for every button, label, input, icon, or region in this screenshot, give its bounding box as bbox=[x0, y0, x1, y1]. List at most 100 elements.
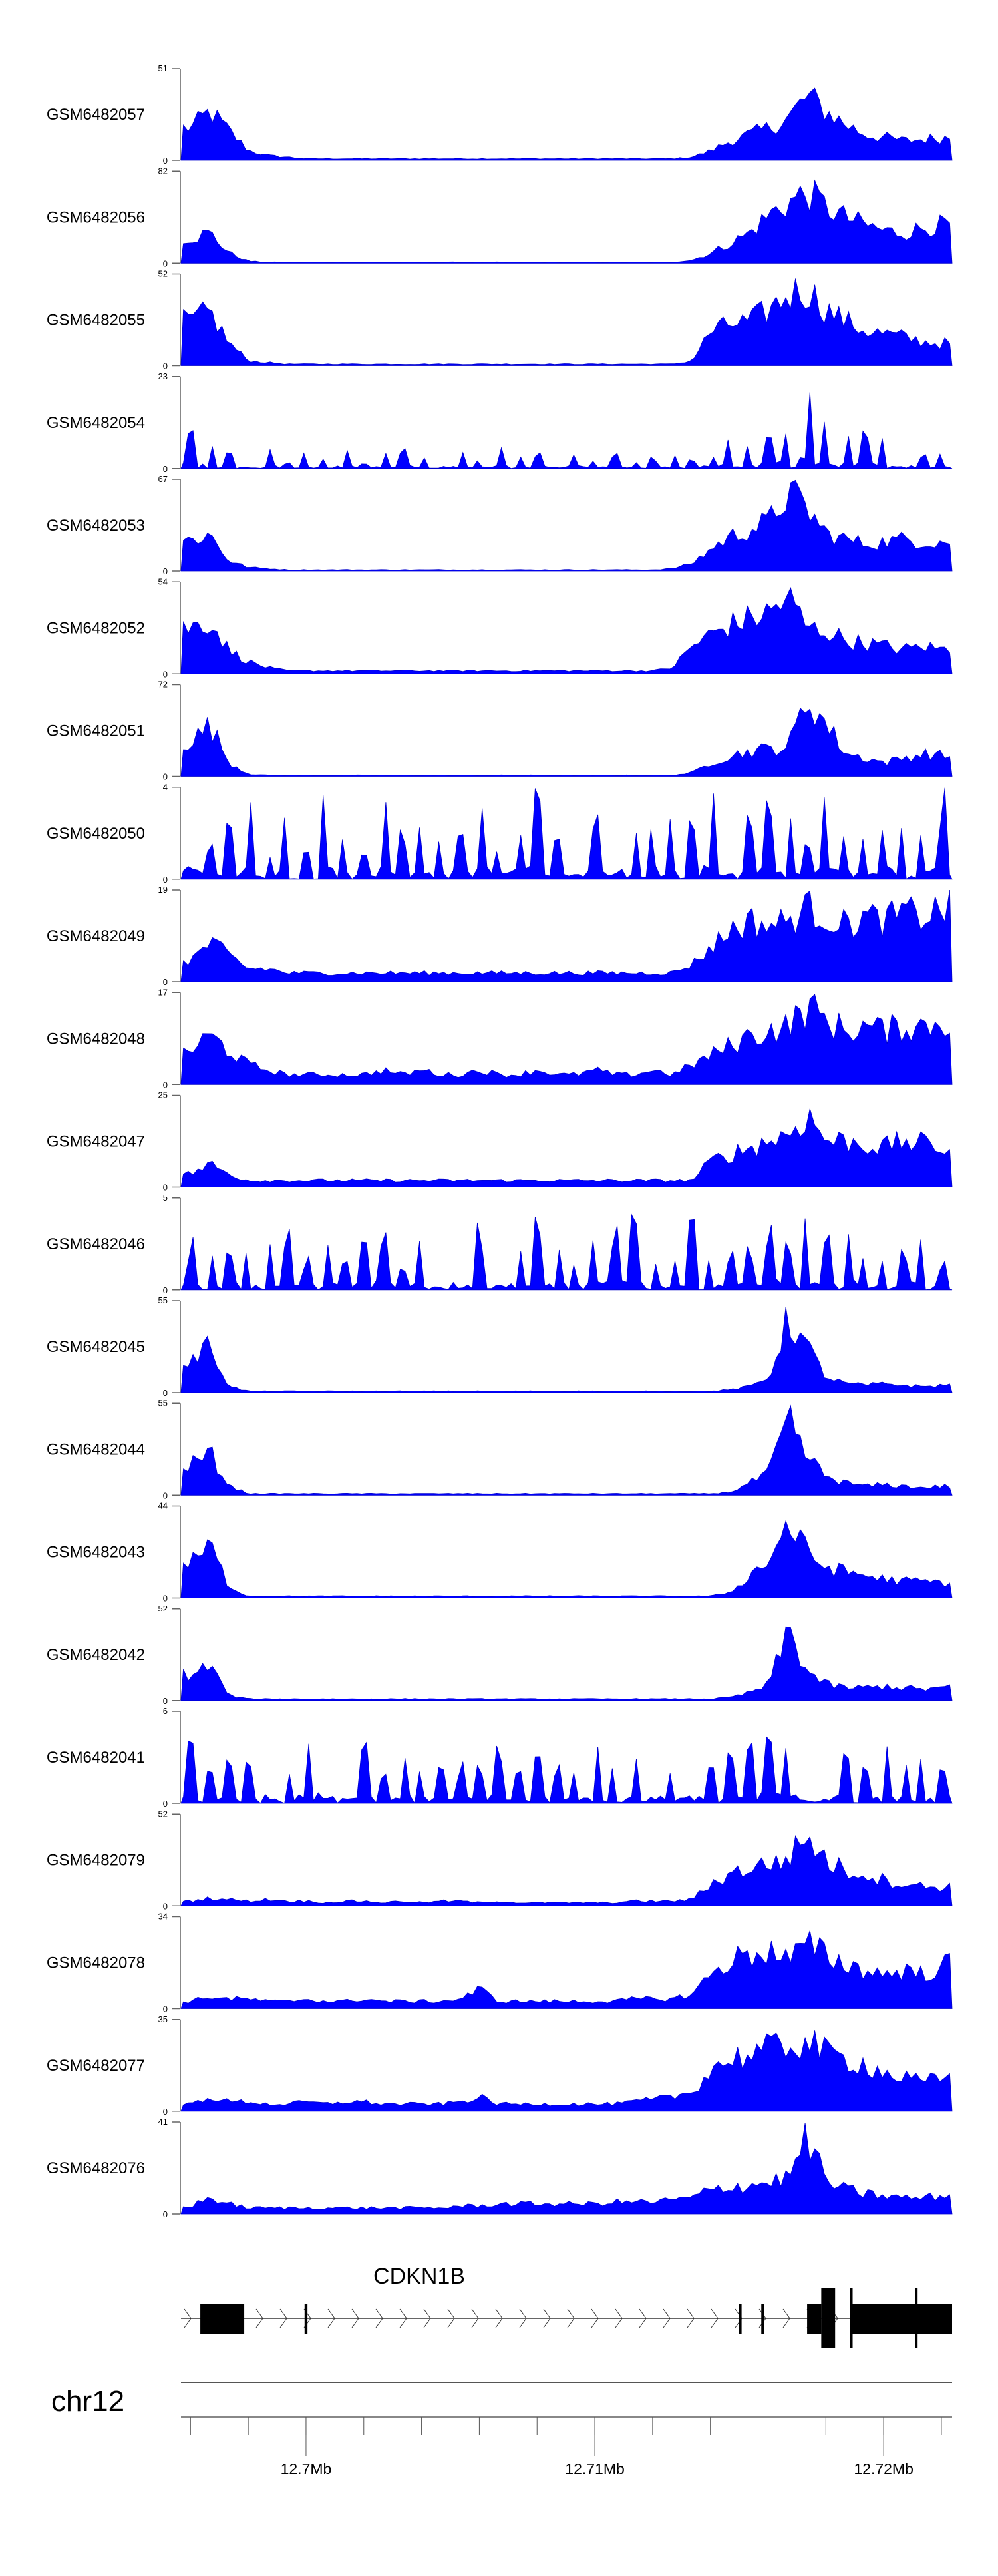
y-max-label: 19 bbox=[158, 885, 168, 895]
track-label: GSM6482045 bbox=[47, 1338, 145, 1356]
track-GSM6482048: GSM6482048 17 0 bbox=[47, 987, 953, 1090]
y-max-label: 34 bbox=[158, 1912, 168, 1922]
y-zero-label: 0 bbox=[163, 1490, 168, 1500]
track-label: GSM6482042 bbox=[47, 1646, 145, 1664]
gene-exon bbox=[761, 2304, 764, 2334]
strand-arrow-icon bbox=[447, 2308, 455, 2328]
y-max-label: 55 bbox=[158, 1398, 168, 1408]
gene-exon bbox=[852, 2304, 952, 2334]
strand-arrow-icon bbox=[519, 2308, 527, 2328]
coverage-area bbox=[180, 1930, 953, 2009]
strand-arrow-icon bbox=[423, 2308, 431, 2328]
track-label: GSM6482056 bbox=[47, 208, 145, 226]
y-zero-label: 0 bbox=[163, 1696, 168, 1706]
track-label: GSM6482077 bbox=[47, 2057, 145, 2075]
chromosome-label: chr12 bbox=[51, 2385, 124, 2418]
coverage-area bbox=[180, 2030, 953, 2112]
y-max-label: 4 bbox=[163, 782, 168, 792]
coverage-area bbox=[180, 587, 953, 674]
y-max-label: 44 bbox=[158, 1501, 168, 1511]
coverage-area bbox=[180, 179, 953, 264]
axis-tick-label: 12.71Mb bbox=[565, 2460, 625, 2477]
strand-arrow-icon bbox=[279, 2308, 287, 2328]
gene-track: CDKN1B bbox=[181, 2264, 952, 2348]
coverage-area bbox=[180, 2123, 953, 2215]
y-max-label: 5 bbox=[163, 1193, 168, 1203]
strand-arrow-icon bbox=[591, 2308, 599, 2328]
track-GSM6482047: GSM6482047 25 0 bbox=[47, 1090, 953, 1193]
y-zero-label: 0 bbox=[163, 566, 168, 576]
coverage-area bbox=[180, 1835, 953, 1906]
coverage-area bbox=[180, 994, 953, 1085]
strand-arrow-icon bbox=[184, 2308, 192, 2328]
strand-arrow-icon bbox=[663, 2308, 671, 2328]
y-max-label: 67 bbox=[158, 474, 168, 484]
y-max-label: 52 bbox=[158, 1604, 168, 1613]
y-zero-label: 0 bbox=[163, 258, 168, 268]
strand-arrow-icon bbox=[543, 2308, 551, 2328]
gene-exon bbox=[821, 2288, 836, 2348]
y-zero-label: 0 bbox=[163, 1901, 168, 1911]
strand-arrow-icon bbox=[495, 2308, 503, 2328]
coverage-area bbox=[180, 707, 953, 777]
strand-arrow-icon bbox=[615, 2308, 623, 2328]
track-GSM6482053: GSM6482053 67 0 bbox=[47, 474, 953, 576]
y-max-label: 72 bbox=[158, 680, 168, 690]
track-GSM6482057: GSM6482057 51 0 bbox=[47, 63, 953, 166]
track-label: GSM6482053 bbox=[47, 517, 145, 535]
track-label: GSM6482052 bbox=[47, 619, 145, 637]
y-zero-label: 0 bbox=[163, 156, 168, 166]
coverage-area bbox=[180, 1520, 953, 1598]
coverage-tracks: GSM6482057510GSM6482056820GSM6482055520G… bbox=[47, 63, 953, 2219]
track-label: GSM6482057 bbox=[47, 106, 145, 124]
y-zero-label: 0 bbox=[163, 1080, 168, 1090]
track-GSM6482041: GSM6482041 6 0 bbox=[47, 1706, 953, 1809]
track-GSM6482055: GSM6482055 52 0 bbox=[47, 269, 953, 371]
y-max-label: 55 bbox=[158, 1295, 168, 1305]
coverage-area bbox=[180, 87, 953, 161]
track-label: GSM6482048 bbox=[47, 1030, 145, 1048]
strand-arrow-icon bbox=[255, 2308, 263, 2328]
strand-arrow-icon bbox=[327, 2308, 335, 2328]
y-max-label: 41 bbox=[158, 2117, 168, 2127]
axis-tick-label: 12.7Mb bbox=[281, 2460, 332, 2477]
track-label: GSM6482041 bbox=[47, 1749, 145, 1767]
track-GSM6482049: GSM6482049 19 0 bbox=[47, 885, 953, 987]
track-GSM6482052: GSM6482052 54 0 bbox=[47, 576, 953, 679]
y-max-label: 51 bbox=[158, 63, 168, 73]
track-GSM6482043: GSM6482043 44 0 bbox=[47, 1501, 953, 1604]
y-zero-label: 0 bbox=[163, 1388, 168, 1398]
gene-exon bbox=[200, 2304, 245, 2334]
track-GSM6482078: GSM6482078 34 0 bbox=[47, 1912, 953, 2014]
track-label: GSM6482049 bbox=[47, 927, 145, 945]
track-label: GSM6482043 bbox=[47, 1544, 145, 1562]
y-max-label: 52 bbox=[158, 1809, 168, 1819]
strand-arrow-icon bbox=[471, 2308, 479, 2328]
track-GSM6482076: GSM6482076 41 0 bbox=[47, 2117, 953, 2219]
y-zero-label: 0 bbox=[163, 2004, 168, 2014]
coverage-area bbox=[180, 392, 953, 469]
track-GSM6482054: GSM6482054 23 0 bbox=[47, 371, 953, 474]
coverage-area bbox=[180, 1108, 953, 1187]
y-zero-label: 0 bbox=[163, 2107, 168, 2117]
y-max-label: 6 bbox=[163, 1706, 168, 1716]
y-zero-label: 0 bbox=[163, 1799, 168, 1809]
y-max-label: 82 bbox=[158, 166, 168, 176]
y-zero-label: 0 bbox=[163, 1285, 168, 1295]
track-GSM6482056: GSM6482056 82 0 bbox=[47, 166, 953, 268]
gene-exon bbox=[850, 2288, 853, 2348]
y-max-label: 35 bbox=[158, 2014, 168, 2024]
strand-arrow-icon bbox=[711, 2308, 719, 2328]
track-GSM6482050: GSM6482050 4 0 bbox=[47, 782, 953, 885]
gene-exon bbox=[807, 2304, 822, 2334]
strand-arrow-icon bbox=[375, 2308, 383, 2328]
genome-axis: chr12 12.7Mb 12.71Mb 12.72Mb bbox=[51, 2382, 952, 2477]
coverage-area bbox=[180, 1626, 953, 1701]
track-GSM6482046: GSM6482046 5 0 bbox=[47, 1193, 953, 1295]
y-max-label: 23 bbox=[158, 371, 168, 381]
axis-tick-label: 12.72Mb bbox=[854, 2460, 914, 2477]
y-zero-label: 0 bbox=[163, 1183, 168, 1193]
strand-arrow-icon bbox=[782, 2308, 790, 2328]
strand-arrow-icon bbox=[399, 2308, 407, 2328]
